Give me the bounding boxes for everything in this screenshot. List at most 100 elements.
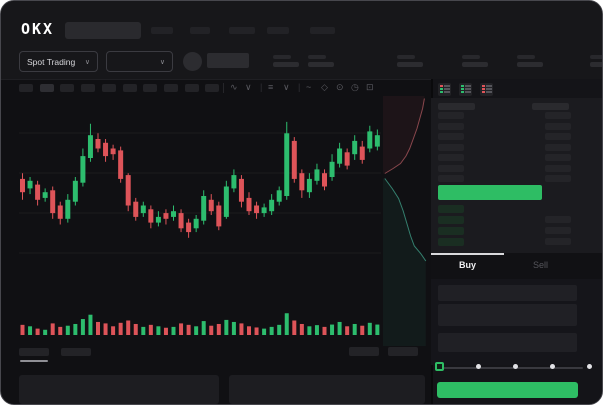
candle-body — [65, 199, 71, 219]
depth-ask-line — [384, 98, 425, 174]
timeframe-button[interactable] — [205, 84, 220, 92]
ask-price-row[interactable] — [438, 112, 464, 119]
bid-price-row[interactable] — [438, 216, 464, 224]
bid-amount-row[interactable] — [545, 238, 571, 245]
amount-input[interactable] — [438, 304, 577, 326]
candle-body — [42, 192, 48, 198]
chart-action-1[interactable] — [349, 347, 379, 356]
icon-row — [482, 88, 493, 90]
history-icon[interactable]: ◷ — [351, 82, 359, 92]
bid-amount-row[interactable] — [545, 227, 571, 234]
timeframe-button[interactable] — [143, 84, 158, 92]
chart-style-icon[interactable]: ≡ — [268, 82, 274, 92]
candle-body — [223, 186, 229, 217]
ask-price-row[interactable] — [438, 133, 464, 140]
depth-chart — [383, 96, 427, 346]
timeframe-button[interactable] — [163, 84, 178, 92]
candle-body — [87, 135, 93, 158]
candle-body — [238, 178, 244, 202]
ask-price-row[interactable] — [438, 154, 464, 161]
chevron-down-icon[interactable]: ∨ — [283, 82, 290, 92]
ask-price-row[interactable] — [438, 175, 464, 182]
ask-amount-row[interactable] — [545, 154, 571, 161]
ask-amount-row[interactable] — [545, 112, 571, 119]
bid-price-row[interactable] — [438, 205, 464, 213]
timeframe-button[interactable] — [19, 84, 33, 92]
tab-buy[interactable]: Buy — [458, 260, 476, 270]
ask-amount-row[interactable] — [545, 122, 571, 130]
amount-slider-handle[interactable] — [435, 362, 444, 371]
line-tool-icon[interactable]: ~ — [306, 82, 312, 92]
bid-price-row[interactable] — [438, 227, 464, 235]
nav-item[interactable] — [229, 27, 255, 34]
timeframe-button[interactable] — [101, 84, 116, 92]
ask-price-row[interactable] — [438, 143, 464, 151]
draw-tool-icon[interactable]: ◇ — [321, 82, 328, 92]
nav-item[interactable] — [190, 27, 210, 34]
slider-dot[interactable] — [587, 364, 592, 369]
timeframe-button[interactable] — [122, 84, 137, 92]
chart-tab-1[interactable] — [19, 348, 49, 356]
candle-body — [50, 190, 56, 214]
nav-item[interactable] — [151, 27, 173, 34]
slider-dot[interactable] — [476, 364, 481, 369]
volume-bar — [194, 326, 199, 335]
ask-price-row[interactable] — [438, 164, 464, 172]
bid-amount-row[interactable] — [545, 216, 571, 223]
coin-avatar — [183, 52, 202, 71]
tab-sell[interactable]: Sell — [532, 260, 548, 270]
candle-body — [35, 184, 41, 200]
icon-dot — [440, 91, 443, 93]
icon-row — [440, 85, 451, 87]
order-side-tabs — [431, 253, 602, 279]
timeframe-button[interactable] — [60, 84, 75, 92]
chevron-down-icon: ∨ — [84, 58, 90, 66]
candle-body — [216, 205, 222, 227]
pair-selector[interactable]: ∨ — [106, 51, 173, 72]
chevron-down-icon[interactable]: ∨ — [245, 82, 252, 92]
volume-bar — [133, 323, 138, 335]
icon-line — [486, 85, 492, 87]
nav-item[interactable] — [310, 27, 335, 34]
snapshot-icon[interactable]: ⊙ — [336, 82, 344, 92]
orderbook-last-price-bar[interactable] — [438, 185, 542, 200]
slider-dot[interactable] — [513, 364, 518, 369]
ask-amount-row[interactable] — [545, 133, 571, 140]
ask-amount-row[interactable] — [545, 143, 571, 151]
bid-price-row[interactable] — [438, 238, 464, 246]
timeframe-button[interactable] — [39, 84, 54, 92]
slider-dot[interactable] — [550, 364, 555, 369]
nav-item[interactable] — [267, 27, 289, 34]
candle-body — [322, 173, 327, 187]
buy-submit-button[interactable] — [437, 382, 578, 398]
candle-body — [284, 133, 290, 196]
book-asks-icon[interactable] — [480, 83, 493, 96]
icon-line — [444, 91, 450, 93]
candle-body — [208, 199, 214, 212]
ask-price-row[interactable] — [438, 122, 464, 130]
price-input[interactable] — [438, 285, 577, 301]
icon-row — [440, 88, 451, 90]
candlestick-chart[interactable] — [19, 101, 381, 291]
icon-dot — [461, 91, 464, 93]
stat-value-placeholder — [308, 62, 334, 67]
fullscreen-icon[interactable]: ⊡ — [366, 82, 374, 92]
timeframe-button[interactable] — [81, 84, 96, 92]
volume-bar — [367, 322, 372, 335]
timeframe-button[interactable] — [184, 84, 199, 92]
candle-body — [95, 139, 101, 149]
volume-bar — [186, 324, 191, 335]
search-input[interactable] — [65, 22, 141, 39]
indicators-icon[interactable]: ∿ — [230, 82, 238, 92]
chart-tab-2[interactable] — [61, 348, 91, 356]
book-bids-icon[interactable] — [459, 83, 472, 96]
orderbook-col-price — [438, 103, 475, 110]
market-type-selector[interactable]: Spot Trading ∨ — [19, 51, 98, 72]
chart-action-2[interactable] — [388, 347, 418, 356]
stat-value-placeholder — [462, 62, 488, 67]
ask-amount-row[interactable] — [545, 175, 571, 182]
volume-bar — [231, 321, 236, 335]
ask-amount-row[interactable] — [545, 164, 571, 172]
book-combined-icon[interactable] — [438, 83, 451, 96]
total-input[interactable] — [438, 333, 577, 352]
